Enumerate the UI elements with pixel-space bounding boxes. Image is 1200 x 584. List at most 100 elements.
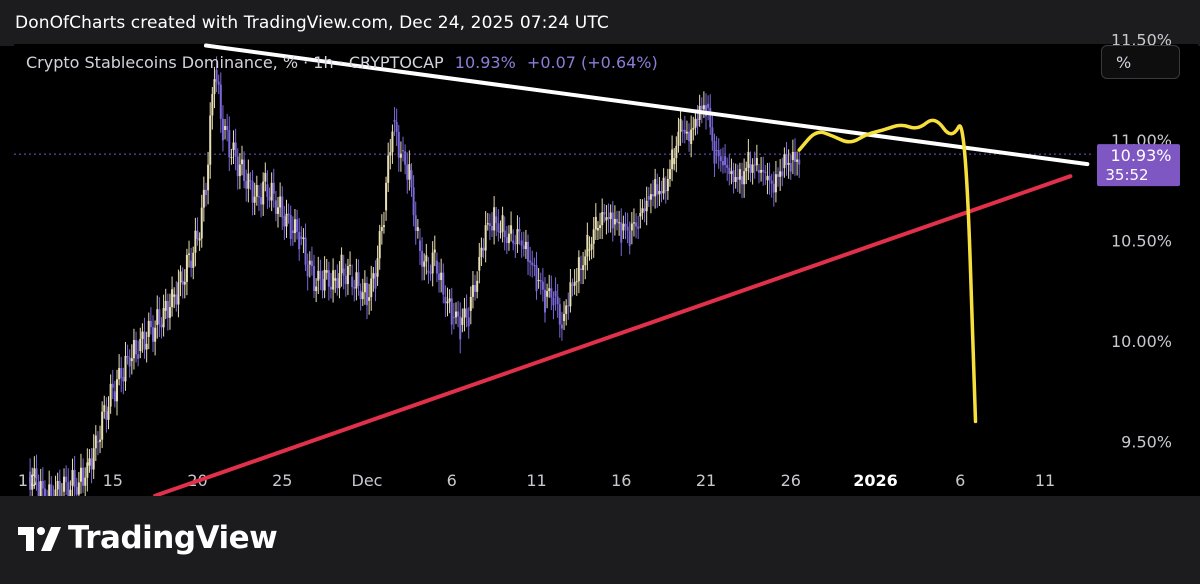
candle-body	[412, 187, 415, 216]
candle-body	[594, 216, 597, 230]
candle-body	[531, 262, 534, 265]
candle-body	[213, 79, 216, 95]
candle-body	[777, 174, 780, 177]
candle-body	[380, 227, 383, 232]
symbol-legend[interactable]: Crypto Stablecoins Dominance, % · 1h · C…	[26, 53, 658, 72]
candle-body	[539, 279, 542, 282]
candle-body	[457, 311, 460, 317]
candle-body	[717, 150, 720, 157]
price-badge-countdown: 35:52	[1105, 166, 1148, 184]
candle-body	[656, 184, 659, 195]
candle-body	[558, 304, 561, 325]
candle-body	[207, 164, 210, 191]
candle-body	[404, 151, 407, 165]
last-value: 10.93%	[454, 53, 516, 72]
percent-scale-button[interactable]: %	[1101, 45, 1180, 79]
candle-body	[204, 189, 207, 195]
candle-body	[145, 343, 148, 350]
candle-body	[372, 273, 375, 279]
candle-body	[569, 282, 572, 307]
candle-body	[67, 482, 70, 498]
x-tick-label: Dec	[352, 471, 383, 490]
x-tick-label: 6	[447, 471, 457, 490]
chart-panel[interactable]	[14, 44, 1198, 496]
candle-body	[789, 163, 792, 172]
candle-body	[249, 180, 252, 182]
candle-body	[366, 282, 368, 306]
candle-body	[741, 176, 744, 185]
candle-body	[520, 240, 523, 246]
candle-body	[338, 273, 341, 289]
candle-body	[158, 309, 161, 325]
candle-body	[340, 254, 343, 274]
candle-body	[486, 223, 489, 225]
candle-body	[370, 278, 373, 298]
candle-body	[221, 118, 224, 141]
candle-body	[705, 105, 707, 117]
candle-body	[260, 197, 263, 205]
candle-body	[688, 131, 691, 142]
candle-body	[622, 223, 625, 231]
candle-body	[535, 265, 538, 292]
candle-body	[683, 129, 686, 134]
candle-body	[327, 270, 330, 287]
candle-body	[690, 129, 693, 145]
candle-body	[620, 222, 623, 243]
candle-body	[183, 281, 186, 285]
candle-body	[736, 176, 739, 180]
candle-body	[762, 169, 765, 172]
candle-body	[73, 469, 76, 488]
candle-body	[94, 435, 97, 449]
candle-body	[344, 275, 347, 285]
candle-body	[342, 268, 345, 276]
candle-body	[565, 305, 568, 314]
candle-body	[711, 127, 714, 142]
candle-body	[616, 218, 619, 223]
candle-body	[50, 484, 53, 497]
candle-body	[313, 266, 316, 292]
candle-body	[257, 196, 260, 198]
candle-body	[285, 213, 288, 227]
candle-body	[308, 260, 311, 265]
candle-body	[107, 406, 110, 420]
candle-body	[643, 208, 646, 212]
candle-body	[346, 266, 349, 285]
candle-body	[198, 238, 201, 241]
candle-body	[529, 260, 532, 263]
candle-body	[126, 355, 129, 358]
candle-body	[315, 286, 318, 292]
candle-body	[601, 212, 604, 226]
candle-body	[696, 118, 699, 127]
candle-body	[92, 448, 95, 470]
symbol-title: Crypto Stablecoins Dominance, % · 1h · C…	[26, 53, 444, 72]
candle-body	[499, 231, 502, 233]
candle-body	[738, 169, 741, 180]
footer-bar	[0, 496, 1200, 584]
candle-body	[552, 297, 555, 306]
candle-body	[764, 171, 767, 173]
candle-body	[488, 223, 491, 227]
candle-body	[391, 131, 394, 153]
candle-body	[177, 282, 180, 305]
x-tick-label: 16	[611, 471, 631, 490]
candle-body	[332, 270, 335, 290]
candle-body	[215, 69, 218, 82]
candle-body	[421, 250, 424, 267]
candle-body	[671, 149, 674, 170]
candle-body	[465, 308, 468, 318]
candle-body	[164, 300, 167, 311]
candle-body	[166, 300, 169, 318]
candle-body	[255, 185, 258, 197]
candle-body	[452, 316, 455, 318]
candle-body	[476, 280, 479, 292]
candle-body	[446, 301, 449, 304]
candle-body	[497, 223, 500, 232]
candle-body	[283, 216, 286, 227]
candle-body	[491, 226, 494, 231]
y-tick-label: 9.50%	[1121, 433, 1172, 452]
candle-body	[162, 308, 165, 328]
candle-body	[389, 152, 392, 156]
candle-body	[71, 469, 74, 486]
brand-name: TradingView	[68, 520, 278, 556]
